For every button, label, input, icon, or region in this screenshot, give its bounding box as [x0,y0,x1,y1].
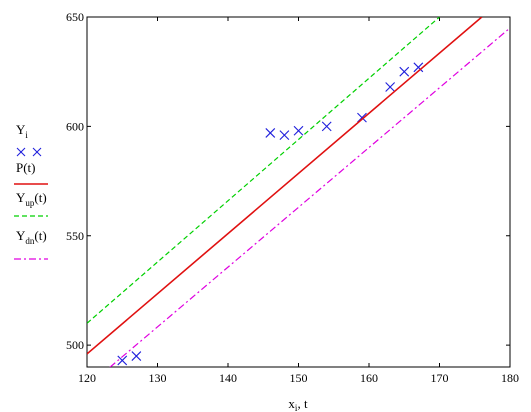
data-point [413,62,424,73]
legend-marker [16,147,26,157]
x-tick-label: 140 [219,371,237,385]
data-point [131,351,142,361]
data-point [385,82,396,92]
series-line-3 [109,27,510,367]
plot-frame [86,16,511,368]
y-tick-label: 550 [66,229,84,243]
y-tick-label: 650 [66,10,84,24]
data-point [399,66,410,77]
data-point [293,125,304,136]
series-line-1 [87,17,483,355]
x-tick-label: 170 [431,371,449,385]
y-tick-label: 600 [66,119,84,133]
data-point [279,130,290,141]
legend: Yi P(t) Yup(t) Ydn(t) [14,122,48,260]
data-point [265,128,276,138]
y-tick-label: 500 [66,338,84,352]
axis-ticks: 120 130 140 150 160 170 180 500 550 600 650 [66,10,519,385]
legend-label-3: Ydn(t) [16,228,47,246]
series-group [87,17,510,367]
legend-label-2: Yup(t) [16,190,47,208]
x-axis-label: xi, t [288,396,308,412]
x-tick-label: 160 [360,371,378,385]
x-tick-label: 180 [501,371,519,385]
x-tick-label: 150 [290,371,308,385]
data-point [357,112,367,123]
data-point [117,355,128,366]
legend-label-0: Yi [16,122,28,140]
x-tick-label: 120 [78,371,96,385]
legend-marker [32,147,42,157]
legend-label-1: P(t) [16,160,36,175]
series-line-2 [87,17,440,324]
x-tick-label: 130 [149,371,167,385]
data-point [321,121,332,132]
